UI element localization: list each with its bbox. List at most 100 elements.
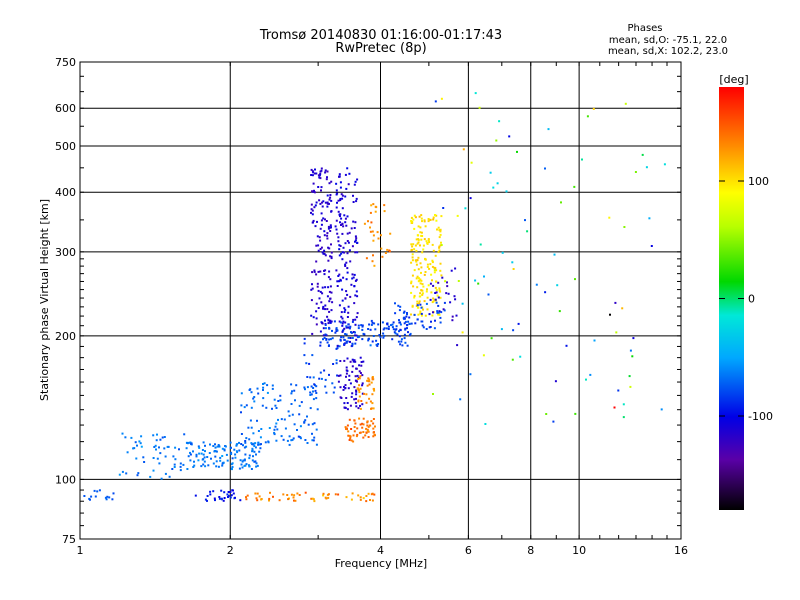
data-point (355, 367, 358, 370)
data-point (343, 327, 346, 330)
data-point (501, 251, 504, 254)
data-point (469, 373, 472, 376)
data-point (410, 216, 413, 219)
data-point (383, 210, 386, 213)
data-point (344, 221, 347, 224)
data-point (325, 497, 328, 500)
data-point (333, 320, 336, 323)
data-point (351, 245, 354, 248)
data-point (328, 270, 331, 273)
data-point (259, 436, 262, 439)
data-point (330, 210, 333, 213)
data-point (438, 249, 441, 252)
x-tick-label: 2 (227, 544, 234, 557)
data-point (212, 462, 215, 465)
data-point (339, 199, 342, 202)
data-point (328, 247, 331, 250)
data-point (355, 389, 357, 392)
data-point (354, 375, 357, 378)
data-point (329, 230, 332, 232)
data-point (247, 426, 250, 429)
data-point (420, 238, 423, 241)
data-point (341, 222, 344, 225)
data-point (325, 220, 328, 222)
data-point (258, 450, 261, 453)
data-point (318, 297, 321, 300)
data-point (429, 263, 432, 266)
data-point (310, 208, 313, 211)
data-point (346, 369, 349, 372)
data-point (342, 320, 345, 323)
data-point (327, 276, 330, 279)
data-point (327, 496, 330, 499)
data-point (320, 377, 323, 380)
data-point (398, 330, 400, 333)
data-point (432, 249, 435, 252)
data-point (326, 201, 329, 204)
data-point (558, 310, 561, 313)
data-point (355, 405, 358, 408)
data-point (436, 294, 439, 297)
data-point (309, 391, 312, 394)
data-point (355, 316, 358, 319)
data-point (282, 438, 285, 441)
data-point (351, 277, 354, 280)
data-point (286, 494, 289, 496)
data-point (367, 492, 370, 495)
data-point (216, 445, 219, 448)
data-point (278, 499, 281, 502)
data-point (327, 493, 330, 496)
data-point (477, 282, 480, 285)
data-point (478, 106, 481, 109)
data-point (336, 344, 339, 347)
data-point (495, 139, 498, 142)
data-point (414, 322, 417, 325)
data-point (344, 173, 347, 176)
data-point (319, 202, 322, 205)
data-point (371, 499, 374, 502)
data-point (193, 460, 195, 463)
data-point (291, 413, 294, 416)
data-point (411, 253, 414, 256)
data-point (135, 457, 138, 460)
data-point (277, 400, 280, 402)
data-point (462, 148, 465, 151)
data-point (339, 181, 342, 184)
data-point (439, 296, 442, 299)
data-point (267, 441, 270, 444)
data-point (370, 420, 373, 423)
data-point (344, 333, 347, 335)
data-point (299, 425, 302, 428)
data-point (341, 324, 344, 327)
data-point (420, 306, 423, 309)
data-point (394, 332, 397, 335)
data-point (319, 270, 322, 273)
data-point (420, 312, 423, 315)
data-point (474, 279, 477, 282)
data-point (338, 304, 341, 307)
data-point (336, 280, 339, 283)
data-point (125, 472, 128, 475)
data-point (371, 340, 374, 343)
data-point (424, 257, 426, 260)
data-point (401, 344, 404, 347)
data-point (348, 172, 351, 175)
data-point (314, 191, 316, 194)
data-point (372, 254, 374, 257)
data-point (623, 226, 626, 228)
data-point (365, 401, 368, 404)
data-point (438, 313, 441, 316)
data-point (629, 349, 632, 352)
data-point (326, 308, 329, 311)
data-point (419, 292, 422, 295)
data-point (362, 431, 365, 433)
data-point (435, 280, 438, 283)
data-point (492, 186, 495, 189)
data-point (425, 240, 428, 243)
data-point (358, 370, 361, 373)
data-point (252, 455, 254, 458)
data-point (341, 251, 344, 254)
data-point (313, 269, 316, 272)
data-point (379, 234, 382, 237)
data-point (255, 462, 258, 465)
